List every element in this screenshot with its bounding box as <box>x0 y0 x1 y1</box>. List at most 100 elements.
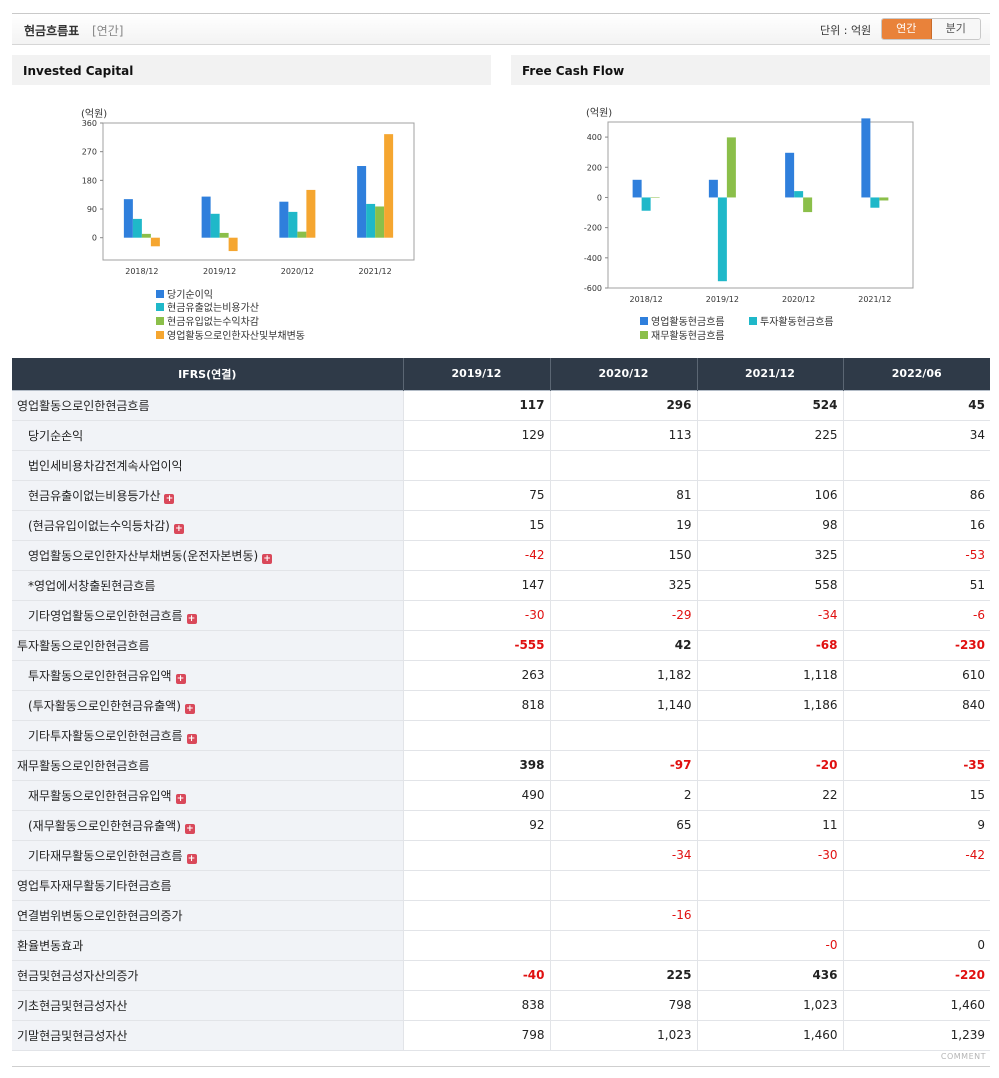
value-cell: -34 <box>549 840 697 871</box>
invested-capital-title: Invested Capital <box>12 55 491 85</box>
value-cell: 398 <box>402 749 550 781</box>
table-row: 기말현금및현금성자산 798 1,023 1,460 1,239 <box>12 1019 990 1051</box>
value-cell: 9 <box>842 810 990 841</box>
value-cell: 11 <box>696 810 843 841</box>
free-cash-flow-title: Free Cash Flow <box>511 55 990 85</box>
y-tick-label: 270 <box>82 148 97 157</box>
row-label-cell: 투자활동으로인한현금유입액 + <box>12 660 403 691</box>
row-label-cell: 재무활동으로인한현금흐름 <box>12 749 403 781</box>
table-row: (투자활동으로인한현금유출액) +818 1,140 1,186 840 <box>12 690 990 721</box>
value-cell: 51 <box>842 570 990 601</box>
expand-plus-icon[interactable]: + <box>186 613 197 624</box>
row-label-cell: *영업에서창출된현금흐름 <box>12 570 403 601</box>
table-row: 법인세비용차감전계속사업이익 <box>12 450 990 481</box>
value-cell: 2 <box>549 780 697 811</box>
value-cell <box>402 450 550 481</box>
comment-link[interactable]: COMMENT <box>940 1052 986 1061</box>
row-label: 재무활동으로인한현금유입액 <box>28 788 172 803</box>
value-cell: 524 <box>696 389 843 421</box>
expand-plus-icon[interactable]: + <box>173 523 184 534</box>
y-tick-label: 180 <box>82 176 97 185</box>
y-tick-label: 360 <box>82 119 97 128</box>
period-toggle: 연간 분기 <box>881 18 981 40</box>
value-cell: -42 <box>402 540 550 571</box>
expand-plus-icon[interactable]: + <box>184 823 195 834</box>
row-label: (투자활동으로인한현금유출액) <box>28 698 181 713</box>
value-cell: 0 <box>842 929 990 961</box>
expand-plus-icon[interactable]: + <box>175 673 186 684</box>
value-cell: 19 <box>549 510 697 541</box>
y-tick-label: 90 <box>87 205 97 214</box>
row-label-cell: 당기순손익 <box>12 420 403 451</box>
legend-entry: 당기순이익 <box>167 289 213 301</box>
value-cell: 225 <box>696 420 843 451</box>
row-label-cell: 현금유출이없는비용등가산 + <box>12 480 403 511</box>
expand-plus-icon[interactable]: + <box>186 733 197 744</box>
value-cell: -230 <box>842 629 990 661</box>
value-cell <box>402 840 550 871</box>
row-label: 영업활동으로인한자산부채변동(운전자본변동) <box>28 548 259 563</box>
expand-plus-icon[interactable]: + <box>186 853 197 864</box>
bar <box>708 179 718 198</box>
row-label: 연결범위변동으로인한현금의증가 <box>17 908 183 923</box>
row-label-cell: (투자활동으로인한현금유출액) + <box>12 690 403 721</box>
row-label-cell: (현금유입이없는수익등차감) + <box>12 510 403 541</box>
value-cell <box>402 869 550 901</box>
column-header: 2020/12 <box>549 358 697 390</box>
x-tick-label: 2018/12 <box>630 295 663 304</box>
value-cell: 1,023 <box>696 989 843 1021</box>
table-row: (재무활동으로인한현금유출액) +92 65 11 9 <box>12 810 990 841</box>
expand-plus-icon[interactable]: + <box>184 703 195 714</box>
bar <box>375 206 385 238</box>
table-row: 재무활동으로인한현금흐름 398 -97 -20 -35 <box>12 749 990 781</box>
value-cell: -0 <box>696 929 843 961</box>
value-cell: 113 <box>549 420 697 451</box>
expand-plus-icon[interactable]: + <box>175 793 186 804</box>
value-cell: 15 <box>842 780 990 811</box>
toggle-quarter-button[interactable]: 분기 <box>931 19 980 39</box>
plot-area <box>102 122 415 261</box>
table-row: *영업에서창출된현금흐름 147 325 558 51 <box>12 570 990 601</box>
legend-entry: 현금유출없는비용가산 <box>167 301 259 314</box>
value-cell: 1,118 <box>696 660 843 691</box>
row-label: 기말현금및현금성자산 <box>17 1028 128 1043</box>
legend-entry: 재무활동현금흐름 <box>651 329 725 342</box>
row-label-cell: 기초현금및현금성자산 <box>12 989 403 1021</box>
value-cell <box>696 450 843 481</box>
value-cell: -6 <box>842 600 990 631</box>
bar <box>297 231 307 238</box>
expand-plus-icon[interactable]: + <box>164 493 175 504</box>
statement-title: 현금흐름표 <box>24 24 80 38</box>
value-cell: 558 <box>696 570 843 601</box>
y-tick-label: 400 <box>587 133 602 142</box>
expand-plus-icon[interactable]: + <box>262 553 273 564</box>
row-label-cell: 영업투자재무활동기타현금흐름 <box>12 869 403 901</box>
value-cell <box>402 929 550 961</box>
bar <box>726 137 736 198</box>
bar <box>219 232 229 238</box>
bar <box>288 211 298 238</box>
value-cell: 22 <box>696 780 843 811</box>
x-tick-label: 2019/12 <box>706 295 739 304</box>
table-row: (현금유입이없는수익등차감) +15 19 98 16 <box>12 510 990 541</box>
toggle-annual-button[interactable]: 연간 <box>882 19 932 39</box>
value-cell: 129 <box>402 420 550 451</box>
x-tick-label: 2018/12 <box>125 267 158 276</box>
row-label-cell: 법인세비용차감전계속사업이익 <box>12 450 403 481</box>
x-tick-label: 2021/12 <box>858 295 891 304</box>
table-row: 기초현금및현금성자산 838 798 1,023 1,460 <box>12 989 990 1021</box>
free-cash-flow-chart: (억원) -600 -400 -200 0 200 400 2018/12 2019/12 202… <box>584 107 914 342</box>
row-label-cell: 영업활동으로인한현금흐름 <box>12 389 403 421</box>
value-cell <box>842 869 990 901</box>
row-label-cell: 투자활동으로인한현금흐름 <box>12 629 403 661</box>
legend-swatch <box>156 331 164 339</box>
x-tick-label: 2020/12 <box>782 295 815 304</box>
value-cell <box>842 720 990 751</box>
row-label: 영업투자재무활동기타현금흐름 <box>17 878 172 893</box>
bar <box>785 152 795 198</box>
legend-entry: 투자활동현금흐름 <box>760 315 834 328</box>
value-cell <box>842 899 990 931</box>
cash-flow-table: IFRS(연결) 2019/12 2020/12 2021/12 2022/06… <box>12 358 990 1051</box>
value-cell: 42 <box>549 629 697 661</box>
row-label-cell: 재무활동으로인한현금유입액 + <box>12 780 403 811</box>
